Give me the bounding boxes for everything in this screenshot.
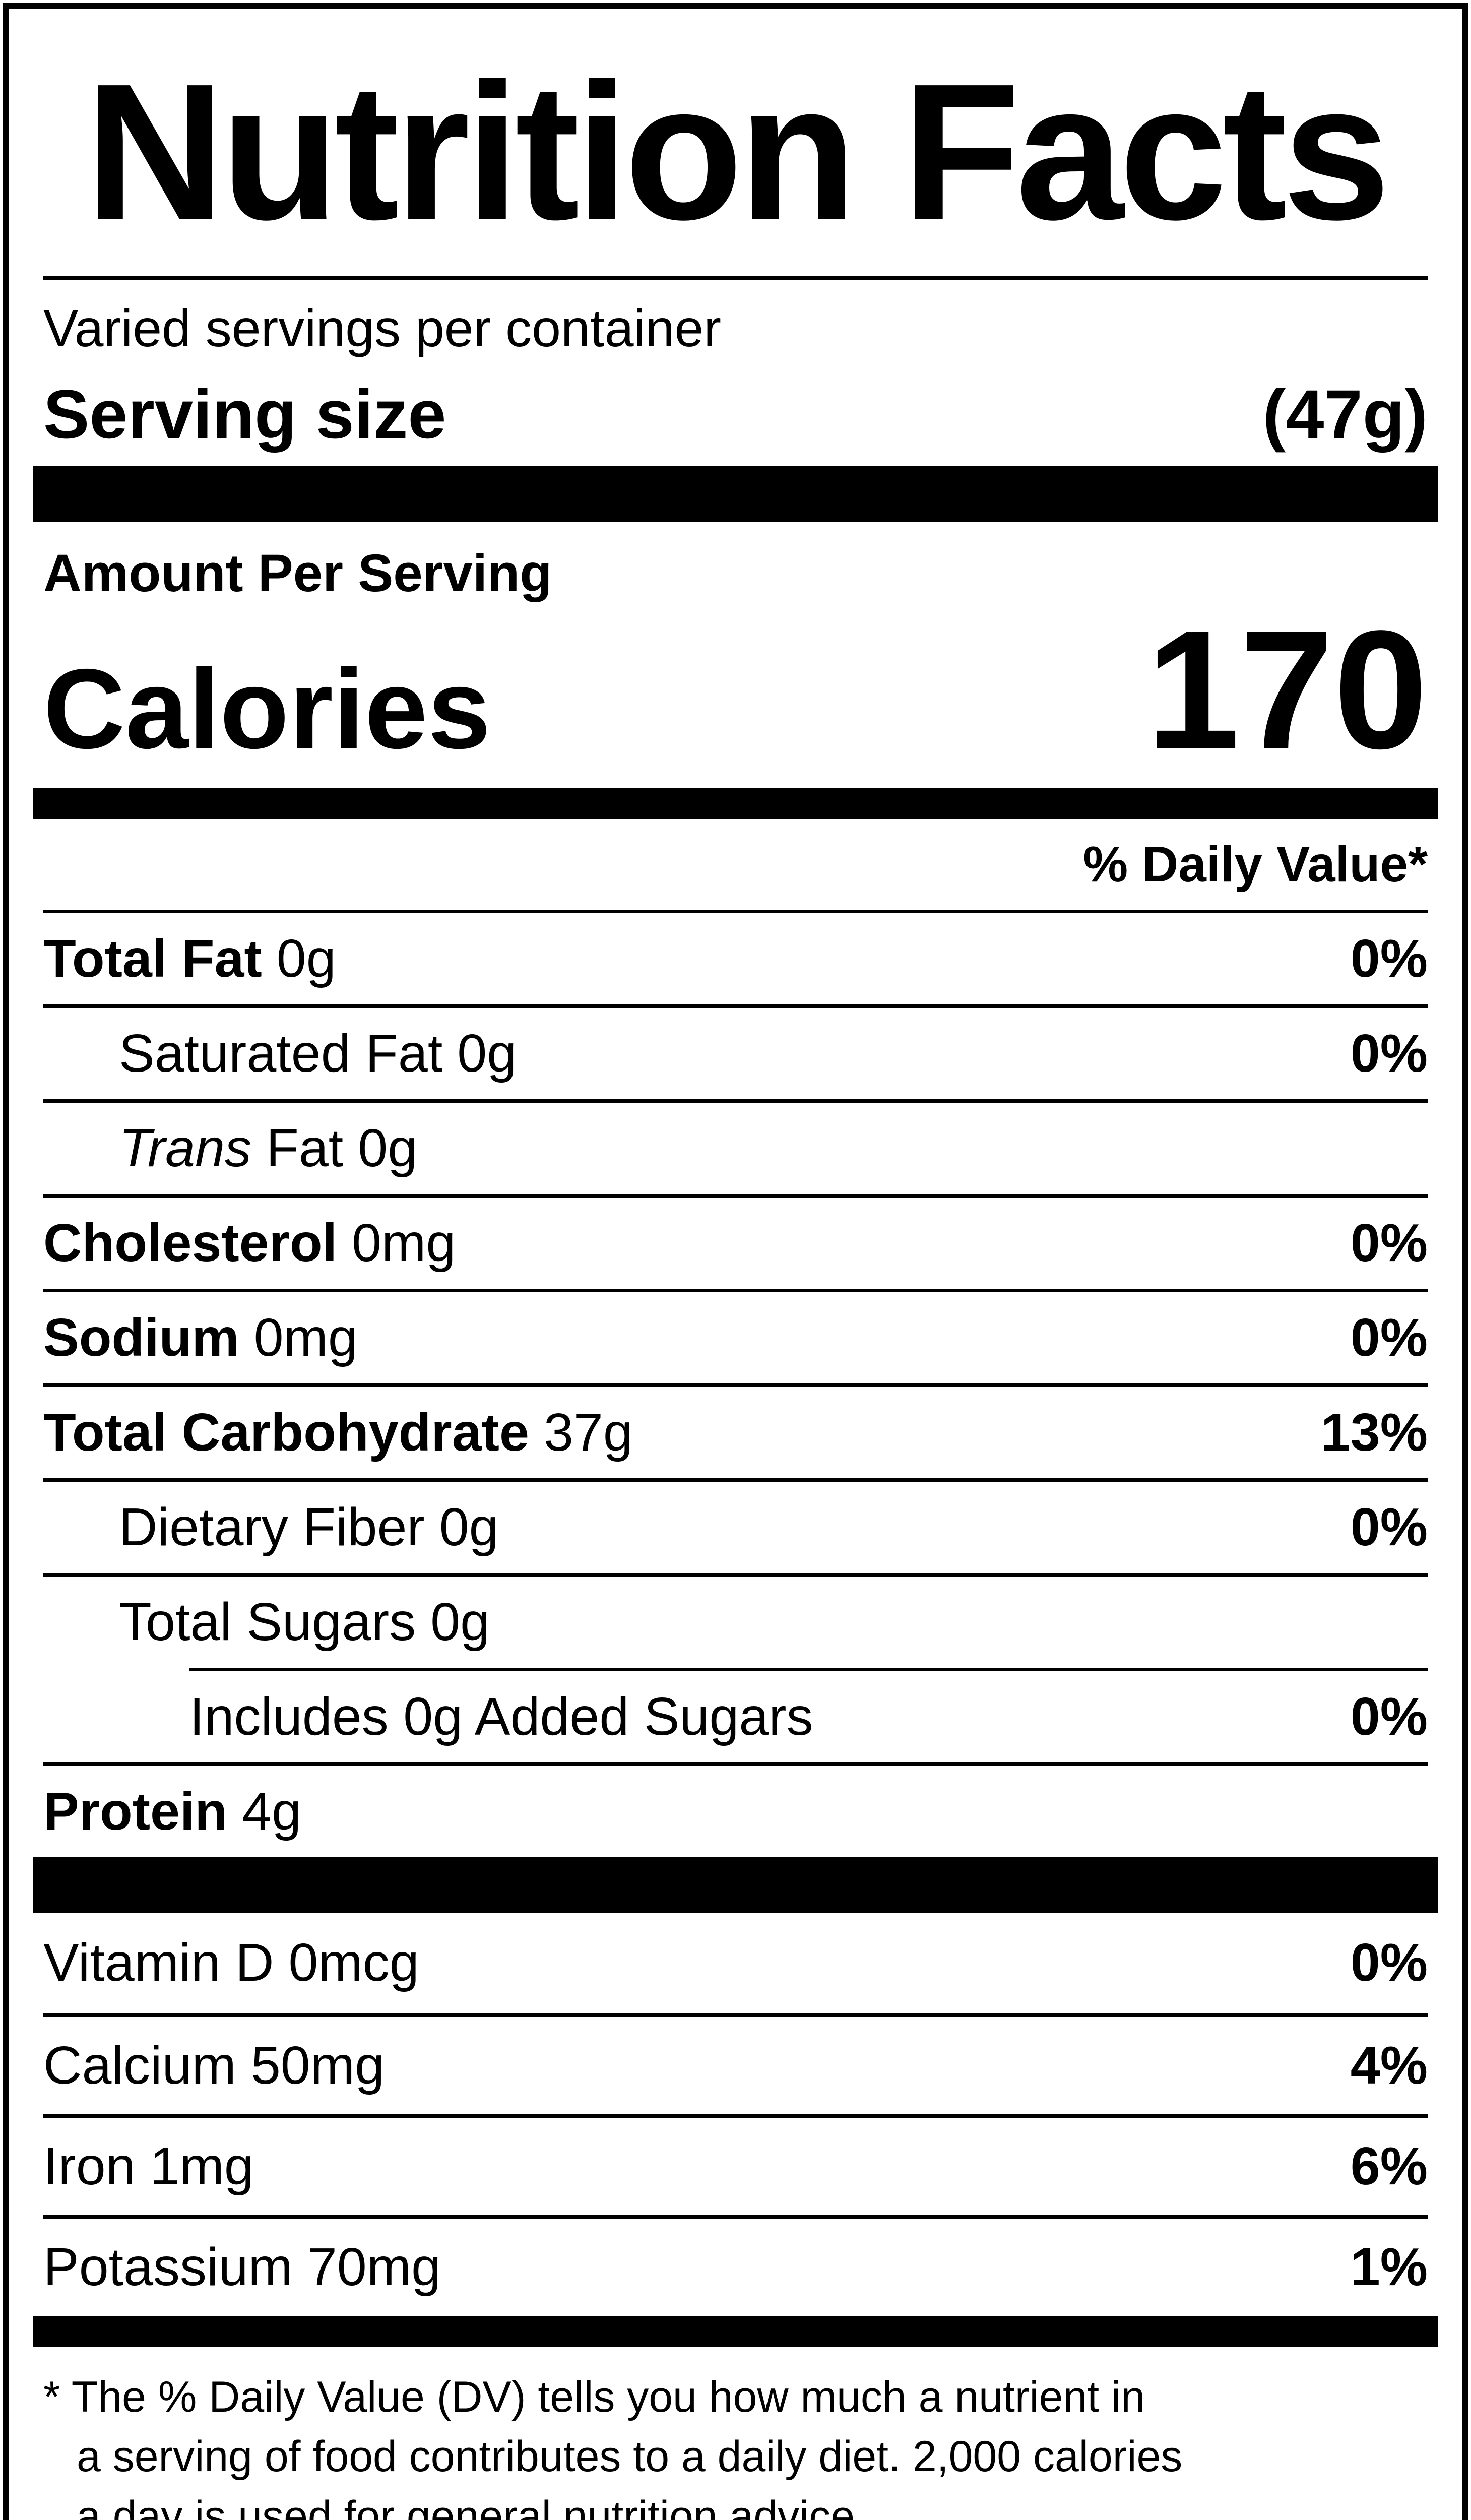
nutrient-row-total-sugars: Total Sugars 0g [43, 1572, 1428, 1668]
nutrient-name: Cholesterol [43, 1213, 338, 1273]
nutrient-amount: 0mg [253, 1307, 358, 1367]
nutrient-table: Total Fat 0g 0% Saturated Fat 0g 0% Trans F… [43, 909, 1428, 1857]
calories-row: Calories 170 [43, 605, 1428, 783]
nutrient-percent: 0% [1350, 1497, 1428, 1557]
nutrient-name: Includes 0g Added Sugars [189, 1686, 813, 1746]
nutrient-row-protein: Protein 4g [43, 1762, 1428, 1857]
nutrient-row-added-sugars: Includes 0g Added Sugars 0% [189, 1667, 1428, 1762]
nutrient-percent: 0% [1350, 928, 1428, 988]
nutrient-name: Fat [266, 1118, 344, 1178]
nutrient-amount: 0g [430, 1592, 490, 1652]
nutrient-name: Saturated Fat [119, 1023, 443, 1083]
vitamin-amount: 50mg [250, 2035, 385, 2095]
nutrient-name: Total Carbohydrate [43, 1402, 529, 1462]
serving-size-value: (47g) [1262, 375, 1428, 453]
nutrient-row-trans-fat: Trans Fat 0g [43, 1099, 1428, 1194]
nutrient-name: Sodium [43, 1307, 239, 1367]
amount-per-serving: Amount Per Serving [43, 544, 552, 603]
servings-per-container: Varied servings per container [43, 299, 721, 358]
section-bar-thick [33, 466, 1438, 522]
daily-value-footnote: * The % Daily Value (DV) tells you how m… [43, 2367, 1428, 2520]
vitamin-table: Vitamin D 0mcg 0% Calcium 50mg 4% Iron 1mg … [43, 1913, 1428, 2316]
footnote-line: * The % Daily Value (DV) tells you how m… [43, 2372, 1145, 2421]
vitamin-amount: 0mcg [288, 1933, 419, 1993]
vitamin-amount: 70mg [307, 2237, 441, 2297]
vitamin-row-iron: Iron 1mg 6% [43, 2114, 1428, 2215]
footnote-line: a serving of food contributes to a daily… [77, 2432, 1183, 2481]
nutrient-name: Protein [43, 1781, 228, 1841]
section-bar-medium [33, 2315, 1438, 2347]
vitamin-name: Iron [43, 2136, 136, 2196]
vitamin-percent: 4% [1350, 2035, 1428, 2095]
vitamin-percent: 6% [1350, 2136, 1428, 2196]
vitamin-row-calcium: Calcium 50mg 4% [43, 2013, 1428, 2114]
calories-value: 170 [1146, 595, 1428, 784]
nutrient-amount: 0g [439, 1497, 499, 1557]
nutrition-facts-label: Nutrition Facts Varied servings per cont… [3, 3, 1468, 2520]
daily-value-header: % Daily Value* [1083, 836, 1428, 893]
calories-label: Calories [43, 645, 491, 773]
title-divider [43, 276, 1428, 280]
label-title: Nutrition Facts [85, 43, 1390, 260]
vitamin-percent: 0% [1350, 1933, 1428, 1993]
vitamin-name: Potassium [43, 2237, 293, 2297]
nutrient-amount: 0g [358, 1118, 418, 1178]
nutrient-percent: 0% [1350, 1023, 1428, 1083]
nutrient-row-saturated-fat: Saturated Fat 0g 0% [43, 1004, 1428, 1099]
vitamin-name: Calcium [43, 2035, 236, 2095]
nutrient-name: Total Sugars [119, 1592, 416, 1652]
nutrient-row-dietary-fiber: Dietary Fiber 0g 0% [43, 1478, 1428, 1573]
nutrient-amount: 0g [276, 928, 336, 988]
serving-size-label: Serving size [43, 375, 446, 453]
section-bar-medium [33, 787, 1438, 819]
footnote-line: a day is used for general nutrition advi… [77, 2492, 867, 2520]
nutrient-row-total-carbohydrate: Total Carbohydrate 37g 13% [43, 1383, 1428, 1478]
nutrient-row-sodium: Sodium 0mg 0% [43, 1288, 1428, 1383]
vitamin-name: Vitamin D [43, 1933, 274, 1993]
nutrient-name: Total Fat [43, 928, 262, 988]
nutrient-name-italic: Trans [119, 1118, 252, 1178]
vitamin-row-potassium: Potassium 70mg 1% [43, 2215, 1428, 2316]
nutrient-amount: 0g [457, 1023, 517, 1083]
nutrient-amount: 37g [543, 1402, 633, 1462]
vitamin-row-vitamin-d: Vitamin D 0mcg 0% [43, 1913, 1428, 2013]
nutrient-name: Dietary Fiber [119, 1497, 425, 1557]
nutrient-percent: 0% [1350, 1686, 1428, 1746]
section-bar-thick [33, 1857, 1438, 1913]
vitamin-amount: 1mg [150, 2136, 254, 2196]
nutrient-row-total-fat: Total Fat 0g 0% [43, 909, 1428, 1004]
nutrient-amount: 0mg [352, 1213, 456, 1273]
nutrient-amount: 4g [242, 1781, 302, 1841]
vitamin-percent: 1% [1350, 2237, 1428, 2297]
nutrient-percent: 13% [1320, 1402, 1428, 1462]
nutrient-percent: 0% [1350, 1307, 1428, 1367]
nutrient-percent: 0% [1350, 1213, 1428, 1273]
nutrient-row-cholesterol: Cholesterol 0mg 0% [43, 1193, 1428, 1289]
serving-size-row: Serving size (47g) [43, 373, 1428, 456]
